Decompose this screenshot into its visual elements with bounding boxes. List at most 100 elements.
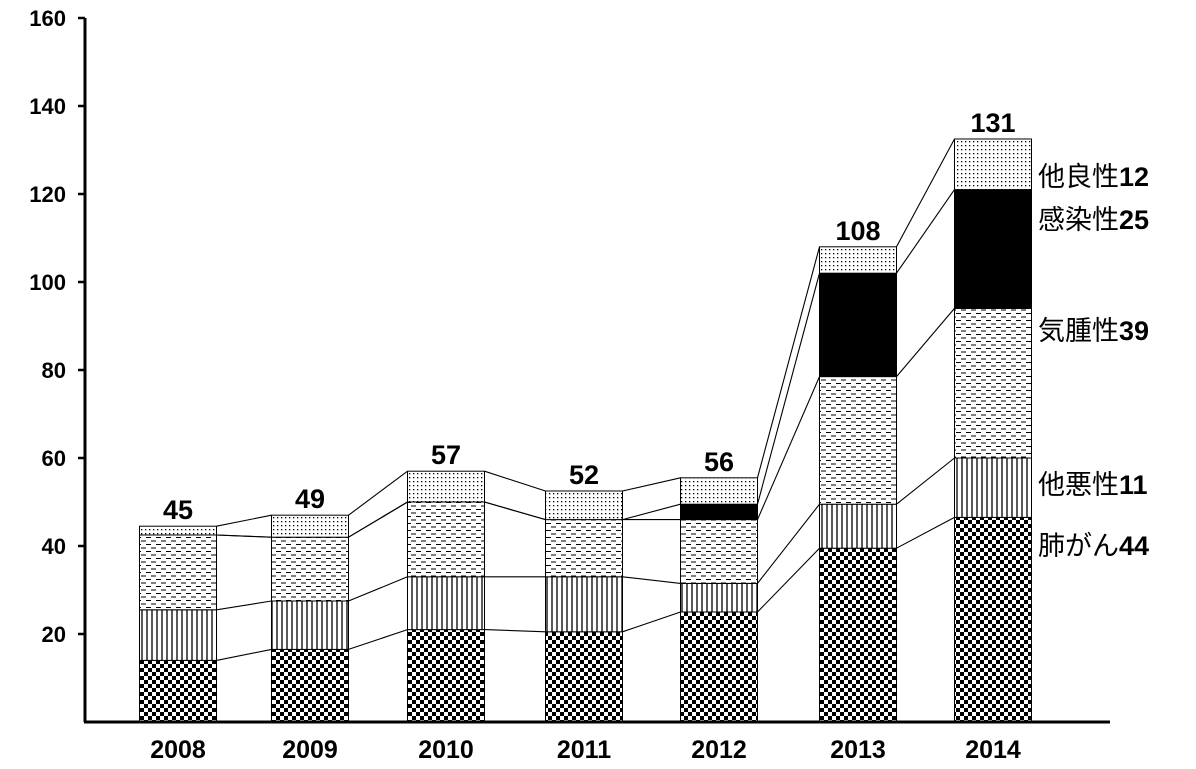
y-tick-label-40: 40 [42, 534, 66, 559]
bar-segment-感染性-2012 [680, 503, 758, 521]
connector-他悪性-2012 [757, 503, 820, 584]
bar-segment-肺がん-2008 [139, 659, 217, 723]
connector-他良性-2008 [216, 514, 272, 527]
bar-segment-肺がん-2010 [407, 629, 485, 723]
legend-value: 44 [1119, 531, 1149, 561]
bar-segment-気腫性-2013 [819, 376, 897, 505]
x-tick-label-2009: 2009 [282, 736, 338, 764]
x-tick-label-2010: 2010 [418, 736, 474, 764]
bar-segment-他悪性-2008 [139, 609, 217, 661]
connector-感染性-2011 [622, 503, 681, 521]
legend-name: 他悪性 [1038, 470, 1119, 501]
legend-value: 25 [1119, 205, 1149, 235]
legend-item-気腫性: 気腫性39 [1038, 316, 1149, 347]
bar-segment-他良性-2013 [819, 246, 897, 274]
total-label-2009: 49 [295, 484, 325, 514]
bar-segment-気腫性-2011 [545, 519, 623, 578]
legend-item-他悪性: 他悪性11 [1038, 470, 1148, 501]
bar-segment-肺がん-2013 [819, 547, 897, 723]
total-label-2012: 56 [704, 447, 734, 477]
bar-segment-感染性-2013 [819, 272, 897, 378]
legend-name: 肺がん [1038, 531, 1119, 562]
x-tick-label-2008: 2008 [150, 736, 206, 764]
y-tick-label-80: 80 [42, 358, 66, 383]
y-axis-ticks: 20 40 60 80 100 120 140 160 [29, 6, 85, 647]
bar-segment-他悪性-2013 [819, 503, 897, 549]
bar-segment-気腫性-2009 [271, 536, 349, 602]
bar-segment-気腫性-2012 [680, 519, 758, 584]
legend-item-他良性: 他良性12 [1038, 162, 1149, 193]
total-label-2008: 45 [163, 495, 193, 525]
bar-segment-他良性-2008 [139, 525, 217, 536]
connector-他良性-2009 [348, 470, 408, 516]
connector-他悪性-2011 [622, 576, 681, 584]
bar-segment-他悪性-2012 [680, 582, 758, 613]
connector-肺がん-2011 [622, 611, 681, 633]
bar-segment-他良性-2010 [407, 470, 485, 503]
connector-肺がん-2013 [896, 516, 955, 549]
bar-segment-他悪性-2009 [271, 600, 349, 650]
connector-他悪性-2008 [216, 600, 272, 611]
connector-他良性-2013 [896, 138, 955, 248]
legend-value: 12 [1119, 162, 1149, 192]
bar-segment-肺がん-2014 [954, 516, 1032, 723]
connector-他悪性-2009 [348, 576, 408, 602]
x-tick-label-2013: 2013 [830, 736, 886, 764]
legend-name: 感染性 [1038, 205, 1119, 236]
connector-lines [216, 138, 955, 661]
bar-segment-他悪性-2010 [407, 576, 485, 631]
connector-他悪性-2013 [896, 457, 955, 505]
legend-item-肺がん: 肺がん44 [1038, 531, 1149, 562]
total-label-2010: 57 [431, 440, 461, 470]
x-tick-label-2014: 2014 [965, 736, 1021, 764]
connector-他良性-2010 [484, 470, 546, 492]
y-tick-label-120: 120 [29, 182, 66, 207]
connector-気腫性-2013 [896, 308, 955, 377]
x-tick-label-2012: 2012 [691, 736, 747, 764]
bar-segment-気腫性-2010 [407, 501, 485, 578]
bar-segment-他悪性-2011 [545, 576, 623, 633]
bar-segment-肺がん-2009 [271, 648, 349, 723]
legend-value: 11 [1119, 470, 1148, 500]
y-tick-label-20: 20 [42, 622, 66, 647]
bar-total-labels: 45 49 57 52 56 108 131 [163, 108, 1016, 525]
bar-segment-他良性-2012 [680, 477, 758, 505]
connector-感染性-2008 [216, 534, 272, 538]
legend-name: 気腫性 [1038, 316, 1119, 347]
connector-感染性-2010 [484, 501, 546, 521]
bar-segment-気腫性-2014 [954, 307, 1032, 459]
bar-segment-感染性-2014 [954, 189, 1032, 309]
connector-感染性-2013 [896, 189, 955, 274]
bar-segment-他良性-2014 [954, 138, 1032, 191]
connector-感染性-2012 [756, 273, 821, 505]
connector-肺がん-2010 [484, 629, 546, 633]
total-label-2014: 131 [970, 108, 1015, 138]
bar-segment-気腫性-2008 [139, 534, 217, 611]
connector-肺がん-2008 [216, 648, 272, 661]
connector-気腫性-2012 [756, 376, 821, 520]
connector-感染性-2009 [348, 501, 408, 538]
y-tick-label-100: 100 [29, 270, 66, 295]
y-tick-label-140: 140 [29, 94, 66, 119]
connector-肺がん-2012 [757, 547, 820, 613]
connector-肺がん-2009 [348, 629, 408, 650]
bar-segment-肺がん-2012 [680, 611, 758, 723]
x-axis-labels: 2008 2009 2010 2011 2012 2013 2014 [150, 736, 1021, 764]
legend-item-感染性: 感染性25 [1038, 205, 1149, 236]
x-tick-label-2011: 2011 [557, 736, 611, 764]
connector-他良性-2012 [756, 246, 821, 478]
y-tick-label-60: 60 [42, 446, 66, 471]
bar-segment-肺がん-2011 [545, 631, 623, 723]
total-label-2011: 52 [569, 460, 599, 490]
y-tick-label-160: 160 [29, 6, 66, 31]
legend-name: 他良性 [1038, 162, 1119, 193]
connector-他良性-2011 [622, 477, 681, 492]
bars [139, 138, 1032, 723]
total-label-2013: 108 [835, 216, 880, 246]
legend-value: 39 [1119, 316, 1149, 346]
bar-segment-他良性-2009 [271, 514, 349, 538]
bar-segment-他良性-2011 [545, 490, 623, 521]
bar-segment-他悪性-2014 [954, 457, 1032, 518]
